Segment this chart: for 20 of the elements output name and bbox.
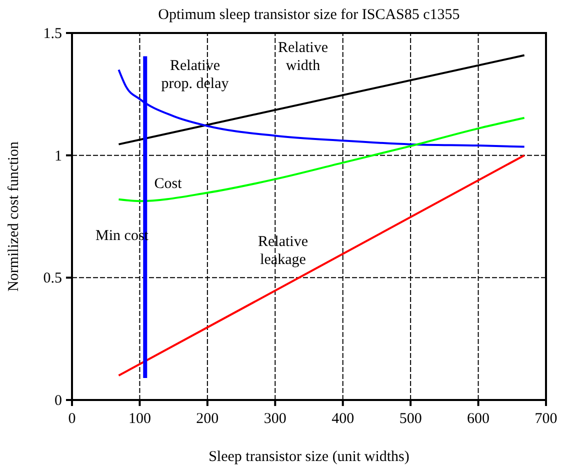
x-tick-label: 500: [399, 411, 422, 427]
x-tick-label: 400: [332, 411, 354, 427]
series-label: Cost: [154, 176, 183, 192]
x-tick-label: 100: [128, 411, 151, 427]
line-series: [118, 116, 526, 202]
y-axis-title: Normilized cost function: [6, 141, 22, 292]
x-tick-label: 700: [534, 411, 558, 427]
x-tick-label: 200: [196, 411, 219, 427]
series-label: Relative leakage: [258, 234, 308, 268]
y-tick-label: 0.5: [43, 270, 62, 287]
y-tick-label: 0: [54, 393, 62, 409]
series-label: Relative prop. delay: [161, 58, 230, 92]
x-tick-label: 300: [264, 411, 286, 427]
x-tick-label: 0: [68, 411, 76, 427]
series-label: Relative width: [278, 40, 328, 74]
chart-title: Optimum sleep transistor size for ISCAS85 c1355: [158, 7, 460, 23]
x-axis-title: Sleep transistor size (unit widths): [208, 449, 410, 465]
y-tick-label: 1.5: [43, 26, 62, 42]
y-tick-label: 1: [54, 148, 62, 164]
x-tick-label: 600: [467, 411, 490, 427]
